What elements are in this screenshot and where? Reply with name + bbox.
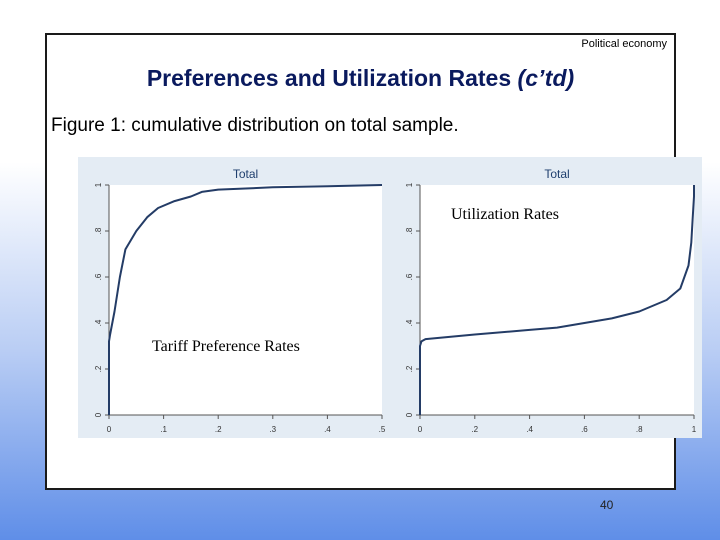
- page-number: 40: [600, 498, 613, 512]
- x-tick-label: .2: [471, 425, 478, 434]
- x-tick-label: .8: [636, 425, 643, 434]
- x-tick-label: .5: [379, 425, 386, 434]
- x-tick-label: .1: [160, 425, 167, 434]
- chart-tariff-preference: Total 0 .2 .4 .6 .8 1 0 .1 .2 .3 .4 .5: [78, 157, 391, 438]
- chart-title: Total: [544, 167, 569, 181]
- x-tick-label: 0: [107, 425, 112, 434]
- x-tick-label: .6: [581, 425, 588, 434]
- y-tick-label: 0: [94, 412, 103, 417]
- title-main: Preferences and Utilization Rates: [147, 65, 518, 91]
- y-tick-label: .2: [405, 365, 414, 372]
- y-tick-label: 1: [405, 182, 414, 187]
- caption-text: Figure 1: cumulative distribution on tot…: [51, 115, 453, 136]
- y-tick-label: .4: [94, 319, 103, 326]
- y-tick-label: .6: [94, 273, 103, 280]
- y-tick-label: .4: [405, 319, 414, 326]
- plot-area: [109, 185, 382, 415]
- slide-title: Preferences and Utilization Rates (c’td): [47, 65, 674, 92]
- x-tick-label: .3: [269, 425, 276, 434]
- header-label: Political economy: [581, 38, 667, 50]
- x-tick-label: 1: [692, 425, 697, 434]
- y-tick-label: .8: [94, 227, 103, 234]
- overlay-utilization-rates: Utilization Rates: [449, 205, 561, 225]
- x-tick-label: 0: [418, 425, 423, 434]
- x-tick-label: .2: [215, 425, 222, 434]
- y-tick-label: 1: [94, 182, 103, 187]
- chart-svg-1: Total 0 .2 .4 .6 .8 1 0 .2 .4 .6 .8 1: [391, 157, 702, 438]
- y-tick-label: 0: [405, 412, 414, 417]
- figure-caption: Figure 1: cumulative distribution on tot…: [51, 115, 459, 137]
- chart-title: Total: [233, 167, 258, 181]
- chart-svg-0: Total 0 .2 .4 .6 .8 1 0 .1 .2 .3 .4 .5: [78, 157, 391, 438]
- caption-period: .: [453, 115, 458, 136]
- y-tick-label: .6: [405, 273, 414, 280]
- chart-utilization: Total 0 .2 .4 .6 .8 1 0 .2 .4 .6 .8 1: [391, 157, 702, 438]
- y-tick-label: .2: [94, 365, 103, 372]
- x-tick-label: .4: [526, 425, 533, 434]
- title-suffix: (c’td): [518, 65, 575, 91]
- x-tick-label: .4: [324, 425, 331, 434]
- overlay-tariff-preference-rates: Tariff Preference Rates: [150, 337, 302, 357]
- y-tick-label: .8: [405, 227, 414, 234]
